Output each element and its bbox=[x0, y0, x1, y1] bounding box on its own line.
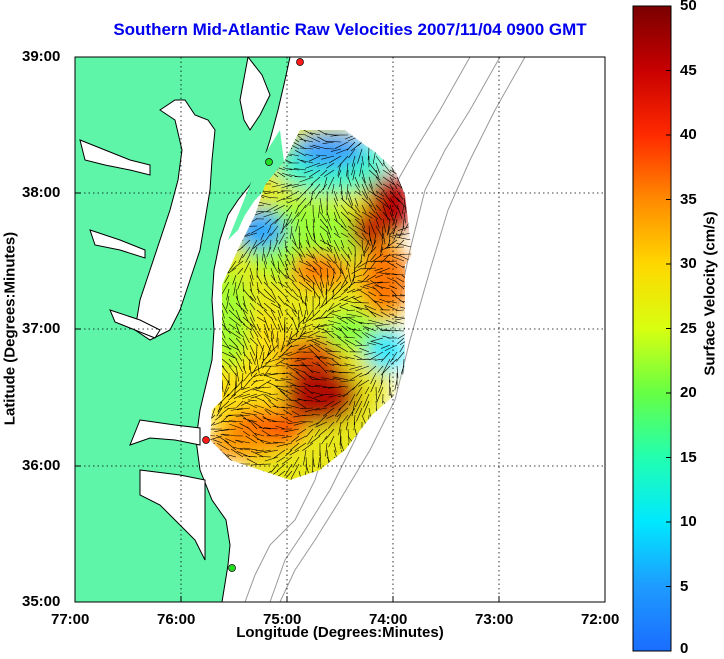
station-marker-duck bbox=[202, 436, 210, 444]
colorbar-tick-label: 25 bbox=[680, 319, 697, 337]
grid-lines bbox=[75, 57, 605, 602]
colorbar-tick-label: 15 bbox=[680, 448, 697, 466]
y-tick-label: 37:00 bbox=[22, 320, 61, 337]
y-tick-label: 38:00 bbox=[22, 184, 61, 201]
x-tick-label: 76:00 bbox=[157, 611, 196, 628]
bay-waters bbox=[79, 57, 271, 561]
y-tick-label: 36:00 bbox=[22, 457, 61, 474]
x-tick-label: 75:00 bbox=[263, 611, 302, 628]
x-tick-label: 77:00 bbox=[51, 611, 90, 628]
map-title: Southern Mid-Atlantic Raw Velocities 200… bbox=[113, 20, 587, 39]
station-marker-cape bbox=[265, 158, 273, 166]
colorbar-tick-label: 50 bbox=[680, 0, 697, 14]
colorbar-label: Surface Velocity (cm/s) bbox=[701, 211, 719, 376]
colorbar-tick-label: 20 bbox=[680, 384, 697, 401]
colorbar-tick-label: 35 bbox=[680, 190, 697, 208]
colorbar-tick-label: 5 bbox=[680, 577, 689, 595]
colorbar-tick-label: 30 bbox=[680, 255, 697, 272]
x-tick-label: 74:00 bbox=[369, 611, 408, 628]
station-marker-hatteras bbox=[228, 564, 236, 572]
station-marker-north bbox=[296, 58, 304, 66]
x-tick-label: 72:00 bbox=[581, 611, 620, 628]
colorbar bbox=[632, 5, 672, 652]
x-axis-label: Longitude (Degrees:Minutes) bbox=[236, 624, 444, 641]
colorbar-tick-label: 45 bbox=[680, 61, 697, 79]
colorbar-tick-label: 10 bbox=[680, 513, 697, 530]
land-mass bbox=[75, 57, 291, 602]
x-tick-label: 73:00 bbox=[475, 611, 514, 628]
colorbar-tick-label: 40 bbox=[680, 126, 697, 143]
axis-ticks bbox=[75, 192, 500, 602]
y-tick-label: 39:00 bbox=[22, 48, 61, 65]
y-tick-label: 35:00 bbox=[22, 593, 61, 610]
colorbar-tick-label: 0 bbox=[680, 640, 689, 657]
y-axis-label: Latitude (Degrees:Minutes) bbox=[1, 231, 19, 426]
